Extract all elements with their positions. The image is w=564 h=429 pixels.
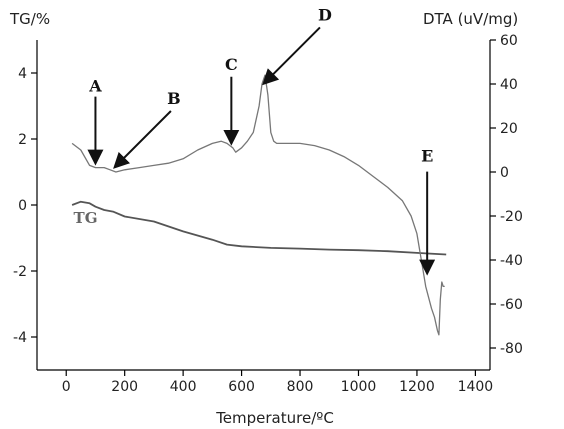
left-y-tick-label: -2 <box>13 264 27 280</box>
right-y-tick-label: 60 <box>500 33 518 49</box>
dta-series-line <box>71 74 445 336</box>
x-tick-label: 600 <box>228 379 255 395</box>
annotation-label: B <box>167 89 181 108</box>
annotation-arrow <box>262 26 321 86</box>
series-layer: TG <box>71 74 447 336</box>
right-y-tick-label: -20 <box>500 209 523 225</box>
x-tick-label: 400 <box>170 379 197 395</box>
right-y-tick-label: 40 <box>500 77 518 93</box>
left-y-tick-label: 2 <box>18 132 27 148</box>
x-tick-label: 1000 <box>341 379 377 395</box>
tg-series-label: TG <box>74 209 98 227</box>
annotation-label: C <box>225 55 238 74</box>
annotation-arrow <box>113 110 172 169</box>
left-y-tick-label: 4 <box>18 66 27 82</box>
right-y-tick-label: -80 <box>500 341 523 357</box>
x-tick-label: 0 <box>62 379 71 395</box>
right-y-tick-label: 20 <box>500 121 518 137</box>
right-y-tick-label: 0 <box>500 165 509 181</box>
annotation-label: E <box>421 147 433 166</box>
right-axis-title: DTA (uV/mg) <box>423 10 518 28</box>
left-axis-title: TG/% <box>9 10 50 28</box>
right-y-tick-label: -60 <box>500 297 523 313</box>
x-tick-label: 200 <box>111 379 138 395</box>
tg-series-line <box>71 200 447 256</box>
annotation-label: D <box>318 5 332 24</box>
annotation-layer: A B C D E <box>87 5 436 276</box>
x-tick-label: 800 <box>287 379 314 395</box>
left-y-tick-label: -4 <box>13 330 27 346</box>
x-axis-title: Temperature/ºC <box>215 409 334 427</box>
annotation-label: A <box>88 77 102 96</box>
x-tick-label: 1200 <box>399 379 435 395</box>
x-tick-label: 1400 <box>458 379 494 395</box>
left-y-tick-label: 0 <box>18 198 27 214</box>
right-y-tick-label: -40 <box>500 253 523 269</box>
axis-ticks: 0 200 400 600 800 1000 1200 1400-4-2024-80-60-4… <box>13 33 523 395</box>
